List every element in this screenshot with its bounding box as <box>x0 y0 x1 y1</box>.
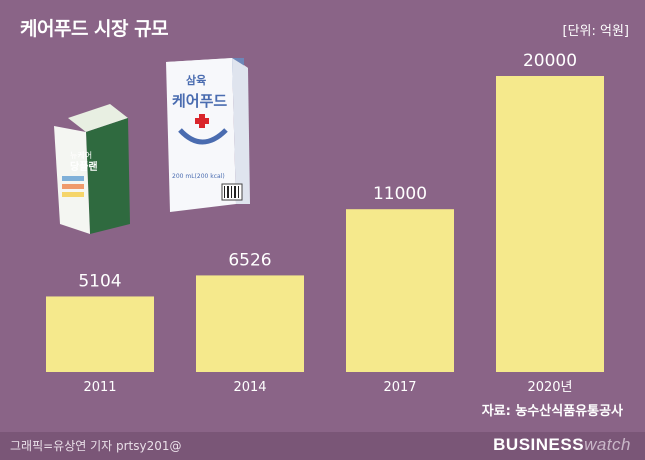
graphic-credit: 그래픽=유상연 기자 prtsy201@ <box>10 439 182 453</box>
newcare-brand-text: 뉴케어 <box>70 150 92 160</box>
data-label-2014: 6526 <box>228 250 271 270</box>
bar-2020년 <box>496 76 604 372</box>
footer-bar <box>0 432 645 460</box>
unit-label: [단위: 억원] <box>562 24 630 39</box>
bar-chart: 5104 2011 6526 2014 11000 2017 20000 2020년 <box>46 51 604 395</box>
data-label-2017: 11000 <box>373 184 427 204</box>
sahmyook-product-image: 삼육 케어푸드 200 mL(200 kcal) <box>166 58 250 212</box>
x-tick-2014: 2014 <box>233 380 266 395</box>
data-label-2020년: 20000 <box>523 51 577 71</box>
businesswatch-logo: BUSINESSwatch <box>493 435 631 454</box>
data-label-2011: 5104 <box>78 271 121 291</box>
bar-2011 <box>46 296 154 372</box>
x-tick-2020년: 2020년 <box>527 380 572 395</box>
sahmyook-brand-text: 삼육 <box>186 73 206 87</box>
sahmyook-volume-text: 200 mL(200 kcal) <box>172 173 225 180</box>
source-note: 자료: 농수산식품유통공사 <box>481 404 623 419</box>
chart-title: 케어푸드 시장 규모 <box>20 18 169 40</box>
x-tick-2011: 2011 <box>83 380 116 395</box>
sahmyook-name-text: 케어푸드 <box>172 92 227 110</box>
newcare-product-image: 뉴케어 당플랜 <box>54 104 130 234</box>
newcare-name-text: 당플랜 <box>70 160 98 173</box>
x-tick-2017: 2017 <box>383 380 416 395</box>
bar-2014 <box>196 275 304 372</box>
bar-2017 <box>346 209 454 372</box>
